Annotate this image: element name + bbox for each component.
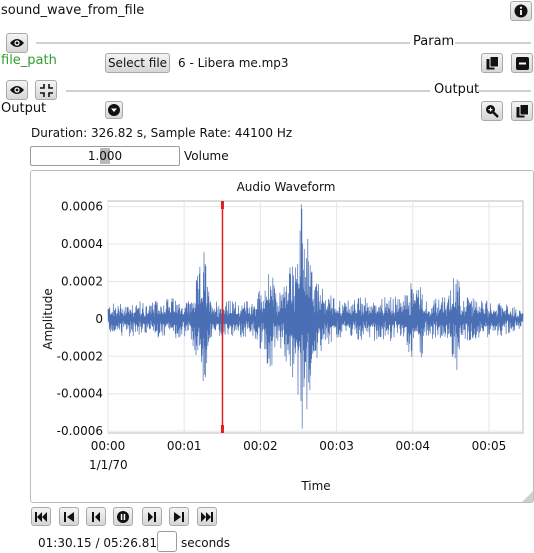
remove-param-button[interactable]: [511, 53, 533, 73]
output-divider-right: [478, 90, 531, 92]
copy-param-button[interactable]: [481, 53, 503, 73]
y-tick-label: 0: [95, 312, 103, 326]
y-tick-label: 0.0006: [61, 200, 103, 214]
prev-button[interactable]: [86, 507, 106, 526]
selected-file-name: 6 - Libera me.mp3: [178, 56, 289, 70]
minus-icon: [515, 56, 529, 70]
param-divider: [36, 42, 410, 44]
expand-dropdown-button[interactable]: [105, 101, 123, 119]
volume-label: Volume: [184, 149, 229, 163]
playhead-handle[interactable]: [220, 425, 224, 433]
waveform-series: [107, 204, 524, 429]
seconds-label: seconds: [181, 536, 231, 550]
step-back-icon: [64, 511, 74, 522]
skip-to-end-icon: [201, 511, 213, 522]
chevron-down-icon: [108, 104, 120, 116]
skip-to-end-button[interactable]: [197, 507, 217, 526]
node-title: sound_wave_from_file: [1, 3, 145, 18]
select-file-button[interactable]: Select file: [105, 53, 170, 73]
skip-to-start-icon: [35, 511, 47, 522]
x-tick-label: 00:03: [319, 439, 354, 453]
file-path-port-label: file_path: [1, 53, 57, 68]
y-tick-label: -0.0004: [57, 387, 103, 401]
step-forward-button[interactable]: [169, 507, 189, 526]
playback-position: 01:30.15 / 05:26.81: [38, 536, 158, 550]
prev-icon: [92, 511, 100, 522]
waveform-chart[interactable]: Audio Waveform 0.0006 0.0004 0.0002 0 -0.000…: [31, 171, 534, 504]
y-axis-label: Amplitude: [41, 288, 55, 350]
info-button[interactable]: [510, 1, 532, 21]
collapse-button[interactable]: [35, 80, 57, 100]
pause-button[interactable]: [113, 507, 133, 526]
collapse-icon: [39, 83, 53, 97]
output-section-label: Output: [434, 82, 480, 97]
playhead-handle[interactable]: [220, 201, 224, 209]
y-tick-label: -0.0002: [57, 349, 103, 363]
step-back-button[interactable]: [59, 507, 79, 526]
next-icon: [148, 511, 156, 522]
x-date-label: 1/1/70: [89, 458, 128, 472]
magnify-icon: [486, 105, 499, 118]
x-axis-label: Time: [300, 479, 330, 493]
audio-info-text: Duration: 326.82 s, Sample Rate: 44100 H…: [31, 126, 293, 140]
copy-output-button[interactable]: [511, 101, 533, 121]
step-forward-icon: [174, 511, 184, 522]
toggle-output-visibility-button[interactable]: [6, 80, 28, 100]
copy-icon: [516, 104, 529, 118]
seconds-checkbox[interactable]: [157, 531, 177, 552]
volume-input[interactable]: 1.000: [30, 146, 180, 166]
volume-value: 1.000: [87, 149, 123, 163]
y-tick-label: 0.0004: [61, 237, 103, 251]
chart-frame: Audio Waveform 0.0006 0.0004 0.0002 0 -0.000…: [30, 170, 534, 503]
next-button[interactable]: [142, 507, 162, 526]
eye-icon: [10, 86, 24, 94]
eye-icon: [10, 39, 24, 47]
volume-slider-handle[interactable]: [100, 148, 110, 164]
resize-grip[interactable]: [522, 491, 533, 502]
toggle-visibility-button[interactable]: [6, 33, 28, 53]
zoom-button[interactable]: [481, 101, 503, 121]
y-tick-label: -0.0006: [57, 424, 103, 438]
chart-title: Audio Waveform: [237, 180, 336, 194]
x-tick-label: 00:00: [91, 439, 126, 453]
output-divider: [66, 90, 430, 92]
x-tick-label: 00:05: [472, 439, 507, 453]
output-port-label: Output: [1, 101, 47, 116]
info-icon: [514, 4, 528, 18]
x-tick-label: 00:01: [167, 439, 202, 453]
param-divider-right: [455, 42, 531, 44]
y-tick-label: 0.0002: [61, 274, 103, 288]
x-tick-label: 00:02: [243, 439, 278, 453]
skip-to-start-button[interactable]: [31, 507, 51, 526]
copy-icon: [486, 56, 499, 70]
param-section-label: Param: [413, 34, 455, 49]
x-tick-label: 00:04: [395, 439, 430, 453]
pause-icon: [117, 510, 129, 523]
